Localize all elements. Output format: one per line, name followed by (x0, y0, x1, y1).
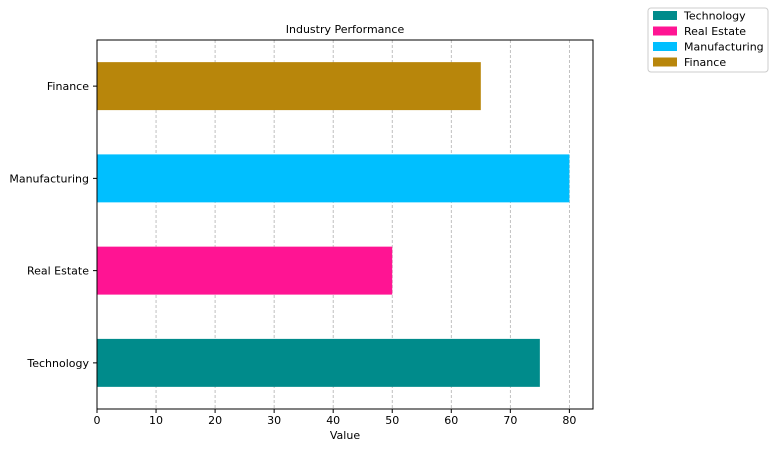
x-tick-label-50: 50 (385, 414, 399, 427)
x-tick-label-20: 20 (208, 414, 222, 427)
x-tick-label-80: 80 (562, 414, 576, 427)
bar-manufacturing (97, 154, 570, 203)
x-axis: 0 10 20 30 40 50 60 70 80 (94, 409, 576, 427)
chart-title: Industry Performance (286, 23, 405, 36)
legend-swatch-technology (653, 11, 677, 20)
bar-real-estate (97, 246, 393, 295)
x-axis-label: Value (330, 429, 360, 442)
x-tick-label-0: 0 (94, 414, 101, 427)
x-tick-label-30: 30 (267, 414, 281, 427)
legend-label-technology: Technology (683, 10, 746, 23)
legend-label-finance: Finance (684, 56, 726, 69)
x-tick-label-70: 70 (503, 414, 517, 427)
y-tick-label-technology: Technology (26, 357, 89, 370)
legend-swatch-finance (653, 57, 677, 67)
legend-swatch-manufacturing (653, 42, 677, 51)
y-axis: Technology Real Estate Manufacturing Financ… (9, 80, 97, 370)
legend-swatch-real-estate (653, 26, 677, 36)
bars (97, 62, 570, 387)
legend-label-real-estate: Real Estate (684, 25, 746, 38)
y-tick-label-real-estate: Real Estate (27, 265, 89, 278)
x-tick-label-10: 10 (149, 414, 163, 427)
x-tick-label-60: 60 (444, 414, 458, 427)
legend: Technology Real Estate Manufacturing Financ… (647, 7, 769, 73)
legend-label-manufacturing: Manufacturing (684, 41, 764, 54)
legend-frame (647, 7, 769, 73)
y-tick-label-manufacturing: Manufacturing (9, 172, 89, 185)
bar-finance (97, 62, 481, 111)
plot-frame (96, 39, 594, 410)
bar-technology (97, 338, 540, 387)
x-tick-label-40: 40 (326, 414, 340, 427)
y-tick-label-finance: Finance (47, 80, 89, 93)
